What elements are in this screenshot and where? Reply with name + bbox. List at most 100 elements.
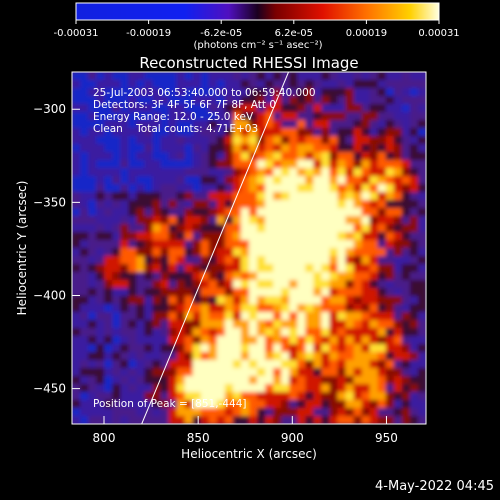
heatmap-cell [104,248,113,257]
heatmap-cell [297,80,306,89]
heatmap-cell [417,256,426,265]
heatmap-cell [192,256,202,265]
heatmap-cell [120,128,129,137]
heatmap-cell [385,400,395,409]
heatmap-cell [104,160,113,169]
heatmap-cell [112,104,121,113]
heatmap-cell [249,240,258,249]
heatmap-cell [88,184,97,193]
heatmap-cell [200,368,210,377]
heatmap-cell [273,376,282,385]
heatmap-cell [184,280,194,289]
heatmap-cell [377,336,387,345]
heatmap-cell [337,72,347,81]
heatmap-cell [200,320,210,329]
heatmap-cell [144,272,154,281]
heatmap-cell [249,304,258,313]
heatmap-cell [353,192,363,201]
heatmap-cell [144,408,154,417]
heatmap-cell [289,200,298,209]
heatmap-cell [401,152,411,161]
heatmap-cell [96,376,105,385]
heatmap-cell [112,280,121,289]
heatmap-cell [369,184,379,193]
heatmap-cell [88,352,97,361]
heatmap-cell [249,176,258,185]
heatmap-cell [208,272,218,281]
heatmap-cell [297,256,306,265]
heatmap-cell [409,96,419,105]
heatmap-cell [305,128,314,137]
heatmap-cell [265,376,274,385]
heatmap-cell [104,232,113,241]
heatmap-cell [224,304,234,313]
heatmap-cell [329,312,339,321]
heatmap-cell [144,248,154,257]
heatmap-cell [297,248,306,257]
heatmap-cell [112,120,121,129]
heatmap-cell [232,160,242,169]
heatmap-cell [176,88,186,97]
heatmap-cell [393,200,403,209]
heatmap-cell [216,72,226,81]
heatmap-cell [104,304,113,313]
heatmap-cell [353,320,363,329]
heatmap-cell [152,320,162,329]
heatmap-cell [96,416,105,424]
heatmap-cell [353,312,363,321]
heatmap-cell [224,368,234,377]
heatmap-cell [289,104,298,113]
heatmap-cell [417,200,426,209]
heatmap-cell [297,152,306,161]
heatmap-cell [393,416,403,424]
heatmap-cell [353,224,363,233]
heatmap-cell [409,120,419,129]
heatmap-cell [192,376,202,385]
heatmap-cell [232,368,242,377]
heatmap-cell [329,104,339,113]
heatmap-cell [369,112,379,121]
heatmap-cell [321,272,331,281]
heatmap-cell [329,328,339,337]
heatmap-cell [176,248,186,257]
heatmap-cell [417,184,426,193]
heatmap-cell [160,104,170,113]
heatmap-cell [72,144,81,153]
heatmap-cell [305,184,314,193]
heatmap-cell [224,240,234,249]
heatmap-cell [168,400,178,409]
heatmap-cell [208,168,218,177]
heatmap-cell [104,272,113,281]
heatmap-cell [401,96,411,105]
heatmap-cell [224,248,234,257]
heatmap-cell [273,304,282,313]
heatmap-cell [393,400,403,409]
heatmap-cell [168,96,178,105]
heatmap-cell [345,384,355,393]
heatmap-cell [240,216,250,225]
heatmap-cell [88,144,97,153]
heatmap-cell [385,376,395,385]
heatmap-cell [385,344,395,353]
heatmap-cell [409,344,419,353]
heatmap-cell [72,112,81,121]
heatmap-cell [249,272,258,281]
heatmap-cell [345,304,355,313]
heatmap-cell [361,232,371,241]
heatmap-cell [297,320,306,329]
heatmap-cell [120,120,129,129]
heatmap-cell [417,144,426,153]
heatmap-cell [409,232,419,241]
heatmap-cell [361,144,371,153]
heatmap-cell [289,216,298,225]
heatmap-cell [80,216,89,225]
heatmap-cell [136,168,146,177]
heatmap-cell [128,232,137,241]
heatmap-cell [160,224,170,233]
heatmap-cell [345,256,355,265]
heatmap-cell [345,200,355,209]
heatmap-cell [80,408,89,417]
heatmap-cell [265,216,274,225]
heatmap-cell [96,344,105,353]
heatmap-cell [136,248,146,257]
